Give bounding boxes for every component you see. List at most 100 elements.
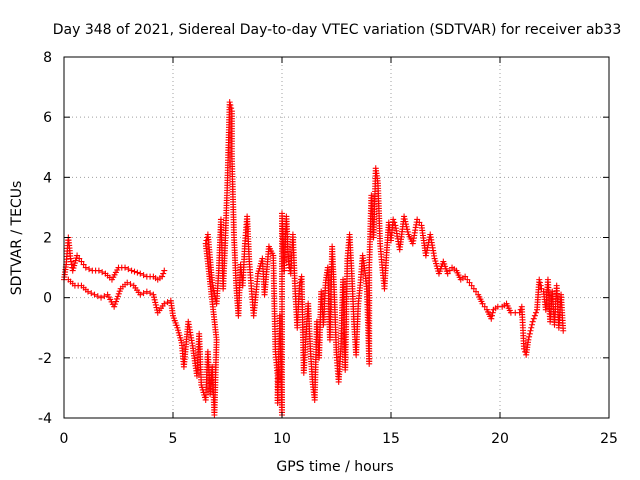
grid-lines [64, 57, 609, 418]
data-point-trace [481, 303, 488, 310]
data-point [414, 216, 421, 223]
data-point [78, 258, 85, 265]
data-point [525, 336, 532, 343]
data-point [91, 291, 98, 298]
data-point [470, 285, 477, 292]
data-point-trace [152, 299, 159, 306]
data-point-trace [112, 301, 119, 308]
data-point [401, 213, 408, 220]
data-point-trace [526, 330, 533, 337]
data-point-trace [152, 301, 159, 308]
x-axis-label: GPS time / hours [276, 459, 393, 475]
data-point-trace [228, 105, 235, 112]
y-tick-label: -4 [38, 411, 52, 427]
data-point-trace [101, 293, 108, 300]
data-point [124, 279, 131, 286]
data-point-trace [134, 269, 141, 276]
data-point-trace [464, 276, 471, 283]
y-tick-label: 8 [43, 50, 52, 66]
data-point [82, 264, 89, 271]
data-point-trace [140, 272, 147, 279]
data-point-trace [80, 261, 87, 268]
data-point-trace [140, 290, 147, 297]
y-tick-label: -2 [38, 351, 52, 367]
data-point-trace [489, 312, 496, 319]
data-point-trace [402, 221, 409, 228]
data-point [137, 291, 144, 298]
y-axis-label: SDTVAR / TECUs [9, 181, 25, 296]
data-point-trace [153, 304, 160, 311]
data-point [161, 300, 168, 307]
data-point [137, 270, 144, 277]
data-point [462, 273, 469, 280]
y-tick-label: 0 [43, 291, 52, 307]
data-point-trace [403, 223, 410, 230]
data-point-trace [528, 324, 535, 331]
data-point [538, 285, 545, 292]
data-point [488, 315, 495, 322]
data-point-trace [391, 219, 398, 226]
x-tick-label: 10 [273, 431, 291, 447]
data-point [479, 300, 486, 307]
y-tick-label: 4 [43, 170, 52, 186]
x-tick-label: 25 [600, 431, 618, 447]
data-point [536, 276, 543, 283]
data-point-trace [160, 270, 167, 277]
data-point-trace [113, 295, 120, 302]
data-point-trace [404, 226, 411, 233]
data-point-trace [127, 281, 134, 288]
data-point-trace [151, 296, 158, 303]
data-point-trace [528, 321, 535, 328]
data-point-trace [116, 288, 123, 295]
data-point [560, 327, 567, 334]
data-point [143, 288, 150, 295]
data-point [466, 279, 473, 286]
x-tick-label: 5 [169, 431, 178, 447]
data-point [531, 312, 538, 319]
data-point [84, 288, 91, 295]
data-point-trace [416, 219, 423, 226]
data-point [128, 267, 135, 274]
data-point-trace [227, 102, 234, 109]
data-point-trace [473, 288, 480, 295]
data-point-trace [402, 218, 409, 225]
data-point-trace [164, 299, 171, 306]
data-point-trace [468, 282, 475, 289]
data-point-trace [536, 279, 543, 286]
data-point-trace [537, 282, 544, 289]
data-point [390, 216, 397, 223]
data-point-trace [404, 228, 411, 235]
data-point-trace [94, 293, 101, 300]
data-point-trace [113, 298, 120, 305]
data-point-trace [125, 266, 132, 273]
data-point [529, 318, 536, 325]
x-tick-label: 15 [382, 431, 400, 447]
data-point [98, 294, 105, 301]
data-point [150, 291, 157, 298]
data-point-trace [532, 309, 539, 316]
data-point-trace [151, 294, 158, 301]
data-point [74, 252, 81, 259]
data-point [159, 273, 166, 280]
axis-ticks: 0 5 10 15 20 25 -4 -2 0 2 4 6 8 [38, 50, 618, 447]
chart-title: Day 348 of 2021, Sidereal Day-to-day VTE… [53, 22, 622, 38]
data-points [61, 99, 567, 418]
x-tick-label: 0 [60, 431, 69, 447]
data-point-trace [76, 255, 83, 262]
data-point [527, 327, 534, 334]
data-point [444, 270, 451, 277]
data-point-trace [147, 290, 154, 297]
data-point-trace [530, 315, 537, 322]
data-point [122, 264, 129, 271]
data-point [202, 240, 209, 247]
data-point-trace [446, 267, 453, 274]
x-tick-label: 20 [491, 431, 509, 447]
data-point-trace [115, 290, 122, 297]
y-tick-label: 2 [43, 231, 52, 247]
data-point [111, 303, 118, 310]
data-point [520, 345, 527, 352]
data-point-trace [401, 216, 408, 223]
data-point [95, 267, 102, 274]
data-point-trace [99, 269, 106, 276]
